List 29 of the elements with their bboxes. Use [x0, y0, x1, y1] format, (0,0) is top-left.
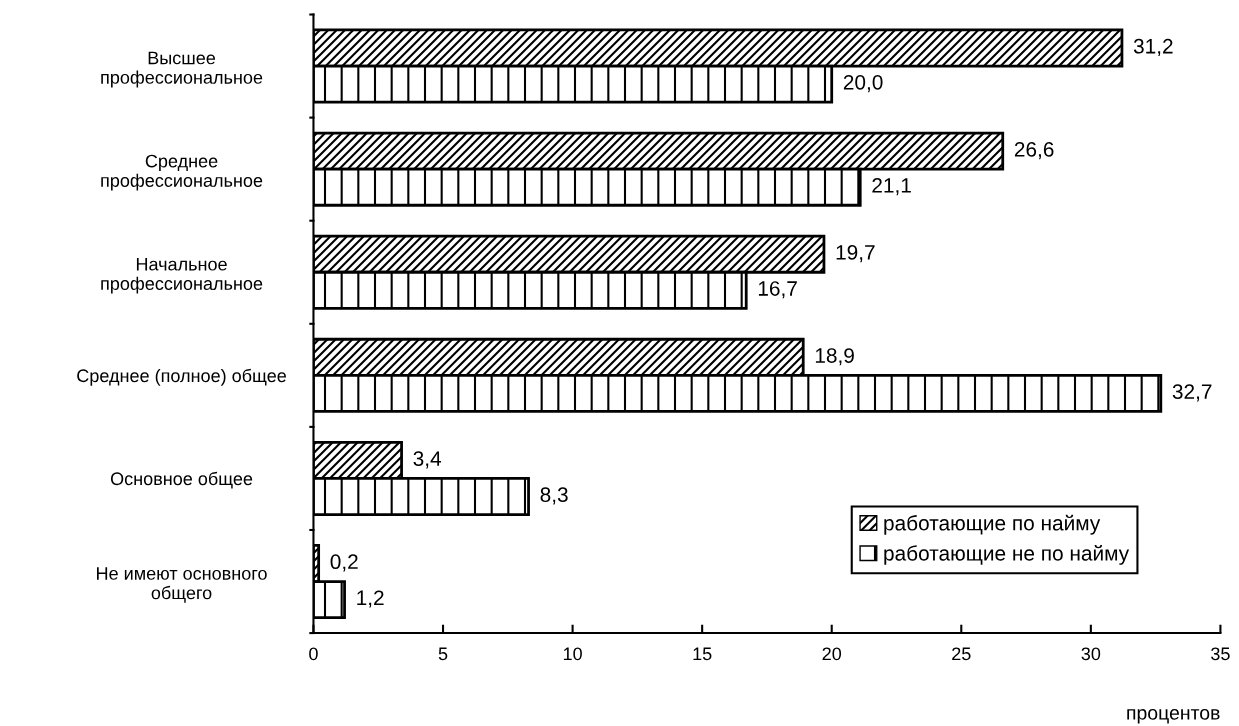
x-tick-label: 10 [563, 647, 582, 661]
x-tick-label: 30 [1081, 647, 1101, 661]
data-label: 26,6 [1014, 141, 1054, 160]
x-tick-label: 0 [309, 647, 318, 661]
data-label: 18,9 [815, 348, 854, 366]
y-tick-label: Среднее профессиональное [101, 154, 263, 191]
data-label: 20,0 [843, 74, 883, 93]
y-tick-label: Не имеют основного общего [97, 567, 267, 603]
x-tick-label: 20 [822, 647, 842, 661]
x-tick-label: 5 [438, 647, 448, 661]
legend-label: работающие по найму [884, 514, 1101, 535]
x-axis-title: процентов [1127, 709, 1220, 724]
legend-label: работающие не по найму [884, 545, 1130, 565]
data-label: 32,7 [1172, 384, 1212, 402]
x-tick-label: 25 [952, 647, 971, 661]
data-label: 21,1 [872, 178, 911, 196]
x-tick-label: 15 [693, 647, 712, 661]
data-label: 1,2 [357, 590, 384, 608]
x-tick-label: 35 [1211, 647, 1230, 661]
y-tick-label: Основное общее [110, 471, 253, 489]
y-tick-label: Начальное профессиональное [101, 257, 263, 294]
data-label: 16,7 [758, 281, 797, 299]
data-label: 31,2 [1133, 38, 1173, 57]
data-label: 0,2 [330, 554, 358, 572]
data-label: 8,3 [540, 487, 568, 505]
y-tick-label: Высшее профессиональное [101, 51, 263, 88]
y-tick-label: Среднее (полное) общее [77, 368, 286, 386]
data-label: 3,4 [413, 451, 442, 469]
data-label: 19,7 [836, 245, 875, 263]
